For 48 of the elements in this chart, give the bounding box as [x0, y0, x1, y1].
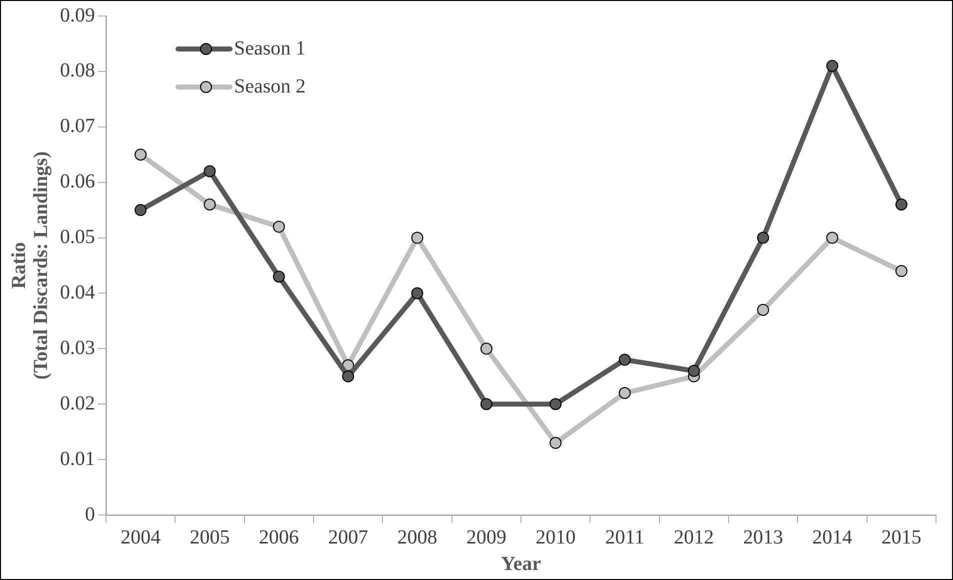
x-tick-label: 2015 [881, 526, 922, 548]
point [757, 304, 770, 316]
point [550, 436, 562, 449]
x-axis-title: Year [501, 553, 542, 576]
point [134, 148, 147, 161]
legend-label: Season 1 [234, 37, 306, 60]
y-tick-label: 0.01 [60, 448, 95, 470]
x-tick-label: 2008 [397, 526, 438, 548]
y-tick-label: 0.05 [60, 226, 95, 248]
point [204, 165, 216, 178]
point [618, 387, 631, 400]
point [480, 398, 492, 410]
point [895, 198, 908, 211]
point [757, 232, 770, 244]
x-tick-label: 2006 [258, 526, 299, 548]
point [134, 204, 147, 216]
x-tick-label: 2009 [466, 526, 506, 548]
point [411, 232, 424, 244]
y-tick-label: 0.08 [60, 60, 95, 82]
x-tick-label: 2011 [605, 526, 644, 548]
y-tick-label: 0.02 [60, 392, 95, 414]
point [826, 60, 838, 72]
x-tick-label: 2005 [190, 526, 230, 548]
x-tick-label: 2013 [743, 526, 784, 548]
x-tick-label: 2012 [674, 526, 714, 548]
point [550, 398, 562, 410]
point [618, 354, 631, 366]
y-tick-label: 0.03 [60, 336, 95, 359]
point [895, 265, 908, 278]
point [272, 220, 285, 233]
x-tick-label: 2004 [120, 526, 161, 548]
y-tick-label: 0 [85, 503, 95, 526]
point [688, 364, 700, 377]
y-tick-label: 0.06 [60, 170, 95, 193]
point [204, 198, 216, 211]
point [826, 232, 838, 244]
legend-label: Season 2 [234, 75, 306, 98]
point [272, 270, 285, 283]
y-tick-label: 0.07 [60, 115, 95, 138]
x-tick-label: 2007 [328, 526, 368, 548]
point [480, 342, 492, 355]
point [342, 370, 354, 382]
y-axis-title: Ratio (Total Discards: Landings) [8, 151, 52, 380]
x-tick-label: 2014 [812, 526, 852, 548]
y-tick-label: 0.04 [60, 281, 95, 304]
x-tick-label: 2010 [536, 526, 576, 548]
y-tick-label: 0.09 [60, 4, 95, 26]
point [411, 287, 424, 300]
